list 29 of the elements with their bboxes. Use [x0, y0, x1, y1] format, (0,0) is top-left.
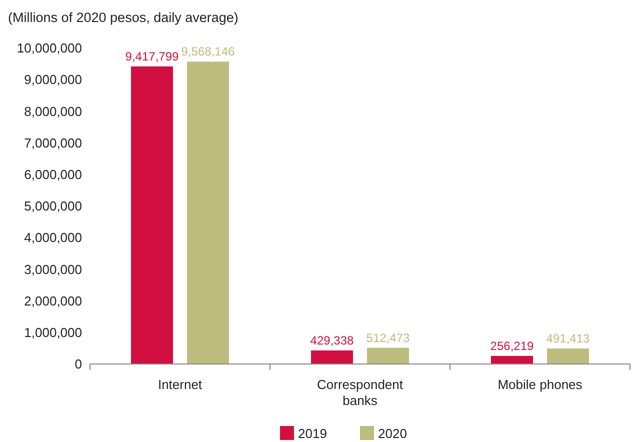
data-label: 256,219	[490, 338, 534, 353]
y-tick-label: 10,000,000	[16, 40, 82, 56]
data-label: 512,473	[366, 330, 410, 345]
y-tick-label: 5,000,000	[24, 198, 82, 214]
y-tick-label: 3,000,000	[24, 262, 82, 277]
legend-label: 2019	[298, 426, 327, 441]
y-tick-label: 8,000,000	[24, 104, 82, 119]
bar	[131, 66, 173, 364]
y-tick-label: 7,000,000	[24, 135, 82, 150]
y-tick-label: 6,000,000	[24, 166, 82, 182]
data-label: 9,568,146	[181, 44, 236, 59]
y-tick-label: 2,000,000	[24, 293, 82, 308]
bar	[491, 356, 533, 364]
y-tick-label: 4,000,000	[24, 230, 82, 246]
y-tick-label: 0	[74, 356, 82, 372]
data-label: 9,417,799	[125, 49, 180, 64]
bar	[547, 348, 589, 364]
x-tick-label: Mobile phones	[498, 377, 583, 392]
legend-label: 2020	[378, 426, 407, 441]
bar	[187, 62, 229, 364]
bar	[311, 350, 353, 364]
x-tick-label: Correspondent banks	[317, 377, 404, 408]
data-label: 491,413	[546, 331, 590, 346]
data-label: 429,338	[310, 333, 354, 348]
bar	[367, 348, 409, 364]
y-tick-label: 9,000,000	[24, 72, 82, 88]
y-tick-label: 1,000,000	[24, 324, 82, 340]
x-tick-label: Internet	[158, 377, 202, 392]
y-axis-title: (Millions of 2020 pesos, daily average)	[8, 10, 238, 25]
